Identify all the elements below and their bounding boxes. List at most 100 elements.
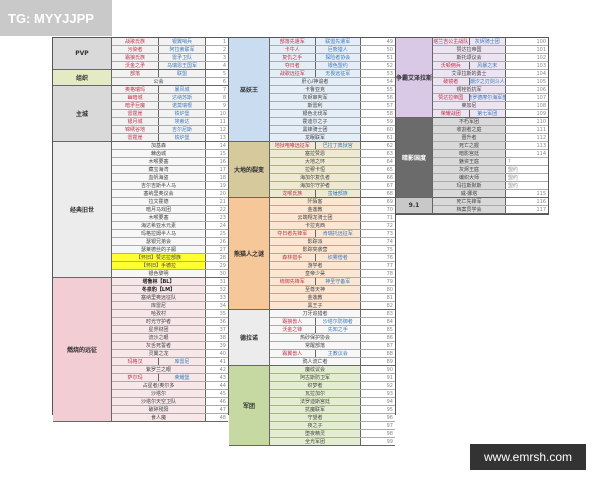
reputation-cell[interactable]: 拉穆卡恒 [304, 167, 325, 173]
faction-b-cell[interactable]: 联盟 [158, 70, 205, 77]
table-row[interactable]: 银色黎明 30 [112, 270, 228, 277]
faction-a-cell[interactable]: 污染者 [127, 47, 143, 53]
table-row[interactable]: 卡鲁亚克 55 [270, 86, 395, 94]
table-row[interactable]: 常醒部落 87 [270, 342, 395, 350]
reputation-cell[interactable]: 收割者之庭 [456, 127, 482, 133]
table-row[interactable]: 锦绣谷地 吉尔尼斯 12 [112, 126, 228, 134]
table-row[interactable]: 编织大师 盟约 [433, 174, 548, 182]
table-row[interactable]: 暗矛巨魔 诺莫瑞根 9 [112, 102, 228, 110]
table-row[interactable]: 守望者 96 [270, 414, 395, 422]
table-row[interactable]: 战歌远征军 无畏远征军 53 [270, 70, 395, 78]
table-row[interactable]: 死亡之握 113 [433, 142, 548, 150]
faction-b-cell[interactable]: 蛮锤部族 [314, 190, 361, 197]
reputation-cell[interactable]: 木喉要塞 [148, 159, 169, 165]
reputation-cell[interactable]: 肝心/神谕者 [301, 79, 329, 85]
faction-b-cell[interactable]: 巨熊猎人 [314, 46, 361, 53]
table-row[interactable]: 魔纹议会 90 [270, 366, 395, 374]
reputation-cell[interactable]: 夜之子 [307, 423, 323, 429]
reputation-cell[interactable]: 塔鲁林【BL】 [142, 279, 175, 285]
faction-a-cell[interactable]: 幽暗城 [127, 95, 143, 101]
reputation-cell[interactable]: 暗月马戏团 [145, 207, 171, 213]
table-row[interactable]: 沃金之锋 先知之手 85 [270, 326, 395, 334]
faction-b-cell[interactable]: 巴拉丁典狱官 [314, 142, 361, 149]
reputation-cell[interactable]: 灰烬审判军 [302, 95, 328, 101]
faction-b-cell[interactable]: 达纳苏斯 [158, 94, 205, 101]
faction-a-cell[interactable]: 霜翼兽人 [282, 351, 303, 357]
reputation-cell[interactable]: 影踪突袭营 [302, 247, 328, 253]
reputation-cell[interactable]: 黑锋骑士团 [302, 127, 328, 133]
reputation-cell[interactable]: 海加尔守护者 [299, 183, 330, 189]
reputation-cell[interactable]: 星界财团 [148, 327, 169, 333]
table-row[interactable]: 皇帝少昊 78 [270, 270, 395, 278]
reputation-cell[interactable]: 卡拉克西 [304, 223, 325, 229]
faction-b-cell[interactable]: 银翼哨兵 [158, 38, 205, 45]
table-row[interactable]: 黑锋骑士团 60 [270, 126, 395, 134]
table-row[interactable]: 夺日者 银色盟约 52 [270, 62, 395, 70]
faction-b-cell[interactable]: 铁炉堡 [158, 110, 205, 117]
faction-a-cell[interactable]: 雷霆崖 [127, 111, 143, 117]
reputation-cell[interactable]: 龙眠联军 [304, 135, 325, 141]
reputation-cell[interactable]: 瑟莱德丝的子嗣 [140, 247, 176, 253]
reputation-cell[interactable]: 阡陌客 [307, 199, 323, 205]
table-row[interactable]: 战歌氏族 银翼哨兵 1 [112, 38, 228, 46]
reputation-cell[interactable]: 拉文霍德 [148, 199, 169, 205]
table-row[interactable]: 荣耀战团 第七军团 109 [433, 110, 548, 117]
table-row[interactable]: 龙喉氏族 蛮锤部族 68 [270, 190, 395, 197]
table-row[interactable]: 影踪突袭营 75 [270, 246, 395, 254]
faction-a-cell[interactable]: 塔兰吉公主战队 [433, 39, 469, 45]
faction-a-cell[interactable]: 暗矛巨魔 [124, 103, 145, 109]
faction-b-cell[interactable]: 风暴之末 [468, 62, 506, 69]
reputation-cell[interactable]: 吉尔吉斯半人马 [140, 183, 176, 189]
faction-a-cell[interactable]: 夺日者先锋军 [277, 231, 308, 237]
table-row[interactable]: 瑟银兄弟会 26 [112, 238, 228, 246]
reputation-cell[interactable]: 守望者 [307, 415, 323, 421]
reputation-cell[interactable]: 织梦者 [307, 383, 323, 389]
faction-b-cell[interactable]: 探险者协会 [314, 54, 361, 61]
reputation-cell[interactable]: 全光军团 [304, 439, 325, 445]
table-row[interactable]: 法罗迪斯宫廷 94 [270, 398, 395, 406]
table-row[interactable]: 瑟莱德丝的子嗣 27 [112, 246, 228, 254]
faction-b-cell[interactable]: 潮汐之刃剑斗人 [468, 78, 505, 85]
faction-b-cell[interactable]: 埃索达 [158, 118, 205, 125]
reputation-cell[interactable]: 云端翔龙骑士团 [297, 215, 333, 221]
faction-a-cell[interactable]: 雷霆崖 [127, 135, 143, 141]
reputation-cell[interactable]: 银色黎明 [148, 271, 169, 277]
reputation-cell[interactable]: 法罗迪斯宫廷 [299, 399, 330, 405]
faction-b-cell[interactable]: 先知之手 [314, 326, 361, 333]
reputation-cell[interactable]: 塞拉赞恩 [304, 151, 325, 157]
reputation-cell[interactable]: 破碎残阳 [148, 407, 169, 413]
table-row[interactable]: 沃顿佣兵 风暴之末 103 [433, 62, 548, 70]
reputation-cell[interactable]: 【怀旧】赞达拉部族 [135, 255, 181, 261]
reputation-cell[interactable]: 档案员学会 [456, 207, 482, 213]
table-row[interactable]: 卡拉克西 72 [270, 222, 395, 230]
reputation-cell[interactable]: 影踪派 [307, 239, 323, 245]
faction-a-cell[interactable]: 玛格汉 [127, 359, 143, 365]
faction-a-cell[interactable]: 卡牛人 [284, 47, 300, 53]
table-row[interactable]: 灰烬审判军 56 [270, 94, 395, 102]
table-row[interactable]: 沙塔尔 45 [112, 390, 228, 398]
faction-b-cell[interactable]: 雷矛卫队 [158, 54, 205, 61]
table-row[interactable]: 银月城 埃索达 11 [112, 118, 228, 126]
reputation-cell[interactable]: 金莲教 [307, 207, 323, 213]
table-row[interactable]: 至尊天神 80 [270, 286, 395, 294]
reputation-cell[interactable]: 食人魔 [150, 415, 166, 421]
faction-a-cell[interactable]: 龙喉氏族 [282, 191, 303, 197]
table-row[interactable]: 黑王子 82 [270, 302, 395, 309]
table-row[interactable]: 海达希亚水元素 24 [112, 222, 228, 230]
reputation-cell[interactable]: 冬泉豹【LM】 [141, 287, 176, 293]
table-row[interactable]: 阿古斯防卫军 91 [270, 374, 395, 382]
reputation-cell[interactable]: 魅资王庭 [458, 159, 479, 165]
faction-a-cell[interactable]: 森林猎手 [282, 255, 303, 261]
table-row[interactable]: 食人魔 48 [112, 414, 228, 421]
reputation-cell[interactable]: 沙塔尔 [150, 391, 166, 397]
table-row[interactable]: 塔鲁林【BL】 31 [112, 278, 228, 286]
reputation-cell[interactable]: 至尊天神 [304, 287, 325, 293]
table-row[interactable]: 沙塔尔天空卫队 46 [112, 398, 228, 406]
table-row[interactable]: 公会 6 [112, 78, 228, 85]
reputation-cell[interactable]: 灰烬王庭 [458, 167, 479, 173]
reputation-cell[interactable]: 塞纳里奥远征队 [140, 295, 176, 301]
reputation-cell[interactable]: 霍迪尔之子 [302, 119, 328, 125]
table-row[interactable]: 龙眠联军 61 [270, 134, 395, 141]
table-row[interactable]: 晋升者 112 [433, 134, 548, 142]
reputation-cell[interactable]: 魔纹议会 [304, 367, 325, 373]
